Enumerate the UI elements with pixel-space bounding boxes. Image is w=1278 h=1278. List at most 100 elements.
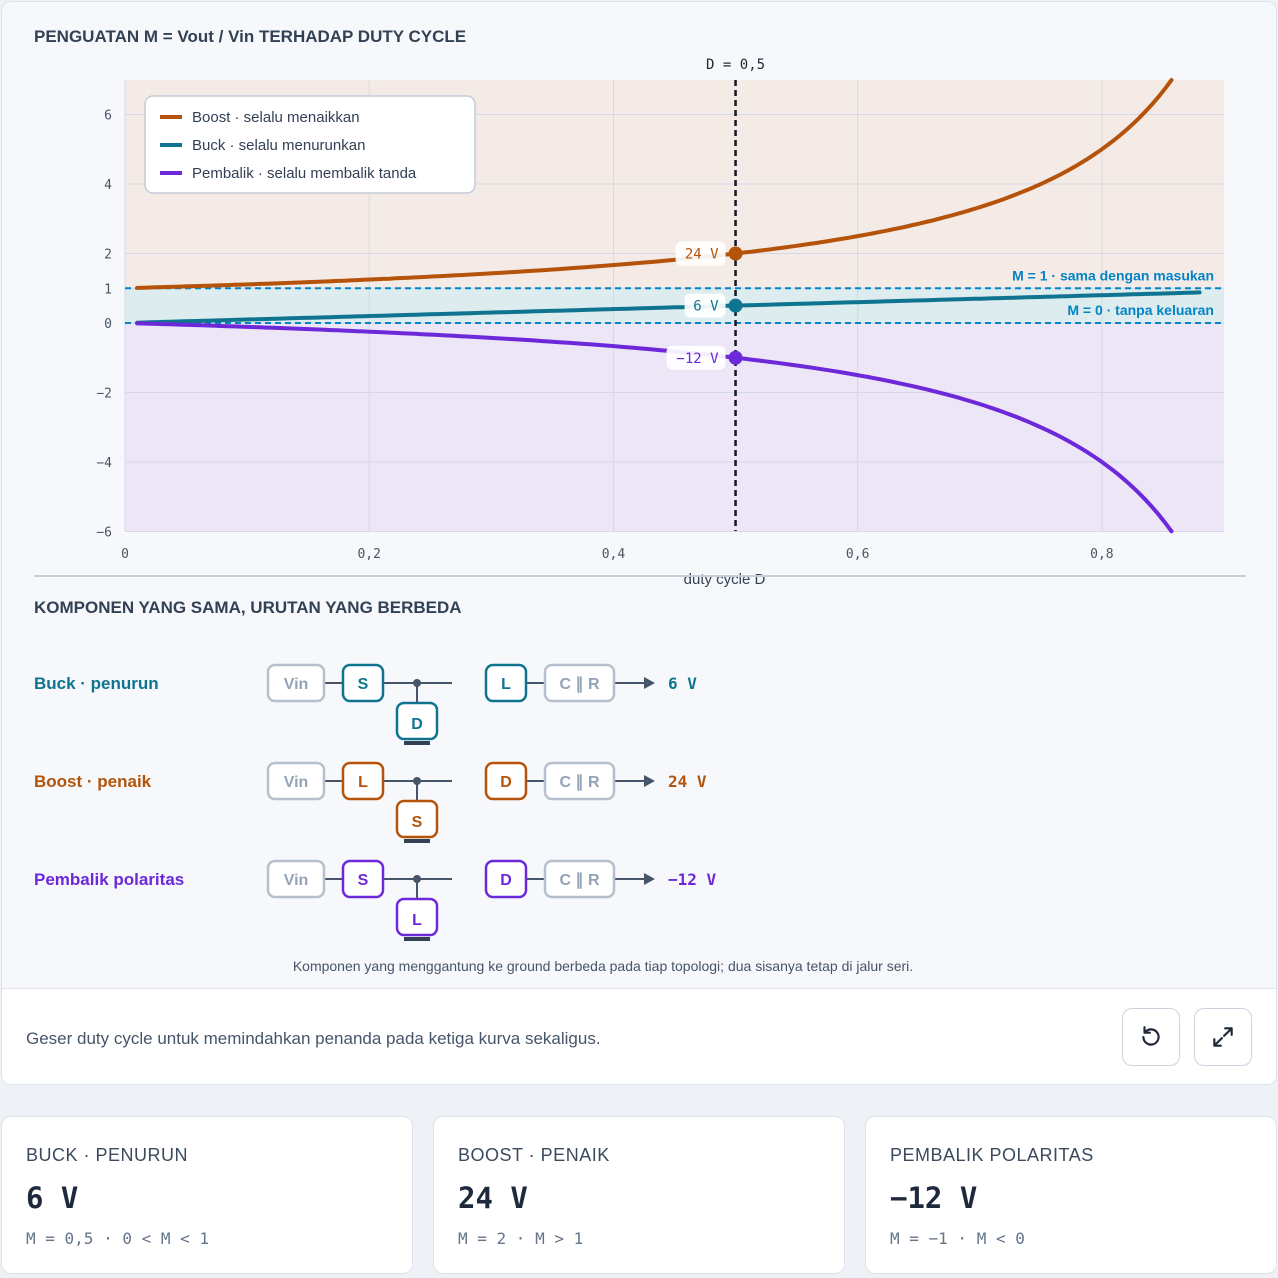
load-cr-box [543,663,616,703]
reset-button[interactable] [1122,1008,1180,1066]
card-formula: M = 2 · M > 1 [458,1229,584,1248]
series-line-boost [135,78,1174,290]
ground-component-box [395,897,439,937]
simulation-panel: PENGUATAN M = Vout / Vin TERHADAP DUTY C… [1,1,1277,1085]
second-series-component-box [484,663,528,703]
load-cr-box [543,859,616,899]
second-series-component-box-label: D [500,774,512,791]
boost-result-card: BOOST · PENAIK 24 V M = 2 · M > 1 [433,1116,845,1274]
vin-source-box [266,761,326,801]
vin-source-box [266,859,326,899]
duty-cycle-marker-label: D = 0,5 [706,57,765,73]
x-tick-label: 0,6 [846,547,869,562]
reference-label-m0: M = 0 · tanpa keluaran [1067,302,1214,318]
topology-row: Buck · penurun Vin S D L C ∥ R 6 V [34,663,697,745]
x-tick-label: 0,2 [357,547,380,562]
card-value: 24 V [458,1181,528,1215]
legend-entry: Pembalik · selalu membalik tanda [192,165,417,182]
series-line-buck [135,290,1202,325]
point-label-bg [675,241,726,266]
section-title: KOMPONEN YANG SAMA, URUTAN YANG BERBEDA [34,598,462,617]
ground-component-box [395,799,439,839]
y-tick-label: 0 [104,317,112,332]
operating-point-buck[interactable] [728,298,743,313]
point-value-label: 24 V [685,247,719,263]
junction-node [413,777,421,785]
legend-box [144,95,476,194]
inverter-result-card: PEMBALIK POLARITAS −12 V M = −1 · M < 0 [865,1116,1277,1274]
vin-source-box [266,663,326,703]
x-tick-label: 0,4 [602,547,626,562]
y-tick-label: 2 [104,248,112,263]
topology-name: Pembalik polaritas [34,870,184,889]
ground-component-box-label: D [411,716,423,733]
legend-entry: Buck · selalu menurunkan [192,137,365,154]
junction-node [413,679,421,687]
y-tick-label: −4 [96,456,112,471]
vin-source-box-label: Vin [284,872,309,889]
card-value: −12 V [890,1181,978,1215]
second-series-component-box-label: D [500,872,512,889]
x-axis-label: duty cycle D [684,571,766,588]
output-arrow-icon [644,775,655,787]
chart-title: PENGUATAN M = Vout / Vin TERHADAP DUTY C… [34,27,466,46]
topology-diagrams: Buck · penurun Vin S D L C ∥ R 6 V Boost · pena… [34,663,717,941]
fullscreen-button[interactable] [1194,1008,1252,1066]
card-label: BUCK · PENURUN [26,1145,189,1165]
point-value-label: 6 V [693,299,719,315]
operating-point-inv[interactable] [728,350,743,365]
card-value: 6 V [26,1181,79,1215]
card-formula: M = 0,5 · 0 < M < 1 [26,1229,210,1248]
controls-bar: Geser duty cycle untuk memindahkan penan… [2,988,1276,1084]
figure-canvas: PENGUATAN M = Vout / Vin TERHADAP DUTY C… [2,2,1276,988]
y-tick-label: 6 [104,109,112,124]
gain-chart[interactable]: 0 0,2 0,4 0,6 0,8 6 4 2 1 0 −2 −4 −6 duty cycle D M = … [96,57,1224,588]
second-series-component-box [484,761,528,801]
card-formula: M = −1 · M < 0 [890,1229,1025,1248]
hint-text: Geser duty cycle untuk memindahkan penan… [26,1029,601,1048]
vin-source-box-label: Vin [284,774,309,791]
buck-result-card: BUCK · PENURUN 6 V M = 0,5 · 0 < M < 1 [1,1116,413,1274]
reset-icon [1142,1026,1160,1046]
ground-component-box-label: L [412,912,422,929]
series-component-box-label: S [358,872,369,889]
series-component-box [341,663,385,703]
legend-entry: Boost · selalu menaikkan [192,109,360,126]
expand-icon [1213,1027,1233,1047]
topology-name: Buck · penurun [34,674,159,693]
vin-source-box-label: Vin [284,676,309,693]
series-line-inv [135,321,1174,534]
point-label-bg [666,345,726,370]
ground-component-box-label: S [412,814,423,831]
operating-point-boost[interactable] [728,246,743,261]
output-arrow-icon [644,677,655,689]
load-cr-box-label: C ∥ R [560,872,600,889]
reference-label-m1: M = 1 · sama dengan masukan [1012,267,1214,283]
topology-output-value: −12 V [668,870,717,889]
topology-name: Boost · penaik [34,772,152,791]
load-cr-box-label: C ∥ R [560,774,600,791]
output-arrow-icon [644,873,655,885]
x-tick-label: 0,8 [1090,547,1113,562]
point-value-label: −12 V [676,351,719,367]
card-label: PEMBALIK POLARITAS [890,1145,1094,1165]
chart-legend: Boost · selalu menaikkan Buck · selalu me… [144,95,476,194]
card-label: BOOST · PENAIK [458,1145,610,1165]
y-tick-label: −6 [96,526,112,541]
topology-row: Boost · penaik Vin L S D C ∥ R 24 V [34,761,707,843]
junction-node [413,875,421,883]
topology-note: Komponen yang menggantung ke ground berb… [293,958,913,974]
y-tick-label: 4 [104,178,112,193]
second-series-component-box-label: L [501,676,511,693]
x-tick-label: 0 [121,547,129,562]
ground-component-box [395,701,439,741]
series-component-box-label: S [358,676,369,693]
series-component-box [341,859,385,899]
y-tick-label: 1 [104,282,112,297]
figure-svg: PENGUATAN M = Vout / Vin TERHADAP DUTY C… [34,27,1246,974]
series-component-box [341,761,385,801]
series-component-box-label: L [358,774,368,791]
y-tick-label: −2 [96,387,112,402]
second-series-component-box [484,859,528,899]
topology-row: Pembalik polaritas Vin S L D C ∥ R −12 V [34,859,717,941]
